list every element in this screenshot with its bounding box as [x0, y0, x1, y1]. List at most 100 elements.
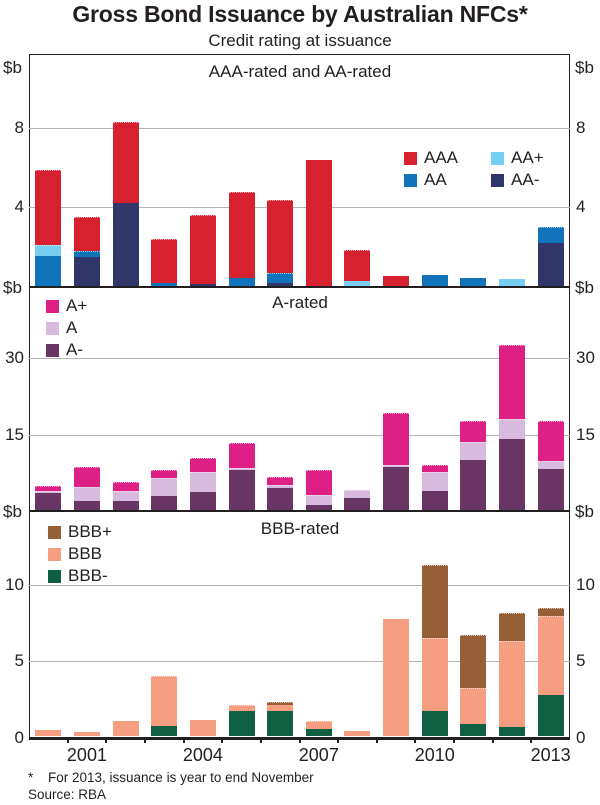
x-tick-mark — [182, 738, 185, 743]
bar-segment-2003-A+ — [151, 470, 178, 478]
bar-segment-2004-AAA — [189, 215, 216, 284]
unit-label: $b — [575, 278, 594, 297]
bar-segment-2006-A — [267, 485, 294, 488]
legend: A+ A A- — [46, 297, 87, 359]
gridline — [29, 434, 570, 436]
x-tick-mark — [491, 738, 494, 743]
bar-segment-2011-BBB- — [460, 723, 487, 737]
axis-tick-label: 4 — [576, 197, 586, 217]
bar-segment-2000-A — [35, 490, 62, 494]
bar-segment-2008-AA+ — [344, 281, 371, 286]
bar-segment-2000-A- — [35, 493, 62, 510]
bar-segment-2009-A- — [383, 467, 410, 510]
axis-tick-label: 10 — [576, 575, 595, 595]
legend-item-A-: A- — [46, 341, 87, 359]
bar-segment-2001-AA- — [73, 257, 100, 286]
legend: AAA AA+ AA AA- — [404, 149, 544, 189]
legend-swatch-icon — [46, 299, 59, 313]
bar-segment-2008-A- — [344, 498, 371, 510]
chart-subtitle: Credit rating at issuance — [208, 31, 392, 50]
legend-item-BBB-: BBB- — [48, 567, 112, 585]
chart-title: Gross Bond Issuance by Australian NFCs* — [72, 1, 528, 27]
legend-label: AA+ — [511, 148, 544, 167]
footnote: * For 2013, issuance is year to end Novem… — [28, 770, 588, 785]
legend-label: A+ — [66, 296, 88, 315]
legend-swatch-icon — [404, 151, 417, 165]
bar-segment-2011-A — [460, 442, 487, 461]
legend: BBB+ BBB BBB- — [48, 523, 112, 585]
bar-segment-2007-AAA — [305, 159, 332, 286]
bar-segment-2004-BBB — [189, 719, 216, 737]
bar-segment-2001-A- — [73, 500, 100, 510]
legend-label: A — [66, 318, 78, 337]
axis-tick-label: 15 — [5, 424, 24, 444]
footnote-text: For 2013, issuance is year to end Novemb… — [48, 770, 314, 785]
bar-segment-2011-AA — [460, 278, 487, 286]
axis-tick-label: 8 — [14, 117, 24, 137]
bar-segment-2012-BBB — [499, 641, 526, 728]
panel-title: AAA-rated and AA-rated — [208, 62, 392, 81]
legend-item-A: A — [46, 319, 87, 337]
source-note: Source: RBA — [28, 787, 107, 802]
bar-segment-2002-A- — [112, 500, 139, 510]
bar-segment-2010-AA — [421, 275, 448, 286]
bar-segment-2010-A+ — [421, 465, 448, 472]
bar-segment-2005-A+ — [228, 442, 255, 468]
bar-segment-2002-BBB — [112, 721, 139, 737]
bar-segment-2007-A+ — [305, 470, 332, 496]
legend-item-AAA: AAA — [404, 149, 458, 167]
bar-segment-2008-A — [344, 489, 371, 499]
axis-tick-label: 8 — [576, 117, 586, 137]
bar-segment-2005-A — [228, 467, 255, 471]
legend-item-AA+: AA+ — [491, 149, 544, 167]
bar-segment-2006-AA- — [267, 283, 294, 286]
bar-segment-2005-AAA — [228, 192, 255, 279]
x-tick-mark — [259, 738, 262, 743]
bar-segment-2008-AAA — [344, 250, 371, 281]
legend-item-BBB: BBB — [48, 545, 112, 563]
bar-segment-2001-AAA — [73, 217, 100, 252]
bar-segment-2013-BBB — [537, 615, 564, 696]
bar-segment-2009-BBB — [383, 619, 410, 737]
bar-segment-2002-A+ — [112, 482, 139, 491]
bar-segment-2012-AA+ — [499, 279, 526, 286]
bar-segment-2006-A+ — [267, 476, 294, 486]
legend-swatch-icon — [48, 525, 61, 539]
axis-tick-label: 0 — [576, 727, 586, 747]
legend-swatch-icon — [48, 569, 61, 583]
bar-segment-2011-BBB — [460, 687, 487, 724]
bar-segment-2001-A+ — [73, 466, 100, 487]
bar-segment-2004-AA- — [189, 284, 216, 286]
bar-segment-2000-AA — [35, 256, 62, 286]
x-tick-mark — [337, 738, 340, 743]
bar-segment-2013-BBB- — [537, 695, 564, 737]
axis-tick-label: 15 — [576, 424, 595, 444]
unit-label: $b — [3, 278, 22, 297]
bar-segment-2003-BBB- — [151, 725, 178, 737]
legend-label: AAA — [424, 148, 459, 167]
bar-segment-2013-AA — [537, 227, 564, 244]
bar-segment-2013-AA- — [537, 243, 564, 286]
bar-segment-2011-BBB+ — [460, 634, 487, 688]
legend-label: BBB — [68, 544, 103, 563]
bar-segment-2009-A — [383, 464, 410, 468]
legend-label: A- — [66, 340, 83, 359]
panel-title: BBB-rated — [260, 519, 340, 538]
unit-label: $b — [575, 58, 594, 77]
bar-segment-2008-BBB — [344, 731, 371, 737]
bar-segment-2002-AAA — [112, 121, 139, 204]
bar-segment-2001-AA — [73, 251, 100, 258]
x-tick-mark — [530, 738, 533, 743]
axis-tick-label: 10 — [5, 575, 24, 595]
bar-segment-2005-BBB- — [228, 710, 255, 737]
bar-segment-2007-A — [305, 495, 332, 506]
bar-segment-2012-A- — [499, 439, 526, 510]
bar-segment-2000-BBB — [35, 729, 62, 737]
bar-segment-2007-BBB- — [305, 728, 332, 737]
x-tick-mark — [298, 738, 301, 743]
gridline — [29, 358, 570, 360]
bar-segment-2012-BBB+ — [499, 613, 526, 642]
x-tick-mark — [375, 738, 378, 743]
bar-segment-2005-AA — [228, 278, 255, 286]
